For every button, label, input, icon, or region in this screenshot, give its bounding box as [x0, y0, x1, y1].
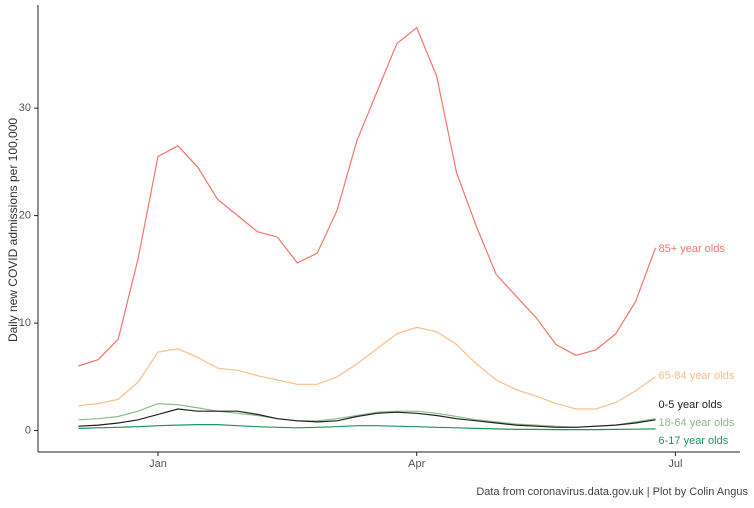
y-tick-label: 20	[19, 210, 31, 222]
x-tick-label: Jan	[149, 458, 167, 470]
series-line	[78, 424, 656, 431]
x-tick-label: Jul	[668, 458, 682, 470]
y-tick-label: 30	[19, 102, 31, 114]
series-line	[78, 326, 656, 410]
x-tick-label: Apr	[408, 458, 425, 470]
series-line	[78, 408, 656, 428]
y-tick-label: 10	[19, 317, 31, 329]
series-line	[78, 26, 657, 367]
series-label: 0-5 year olds	[659, 399, 723, 411]
caption: Data from coronavirus.data.gov.uk | Plot…	[476, 486, 748, 498]
series-label: 85+ year olds	[659, 243, 726, 255]
series-label: 65-84 year olds	[659, 370, 735, 382]
series-line	[78, 402, 656, 428]
y-tick-label: 0	[25, 424, 31, 436]
series-label: 18-64 year olds	[659, 417, 735, 429]
y-axis-title: Daily new COVID admissions per 100,000	[6, 118, 20, 342]
series-label: 6-17 year olds	[659, 435, 729, 447]
